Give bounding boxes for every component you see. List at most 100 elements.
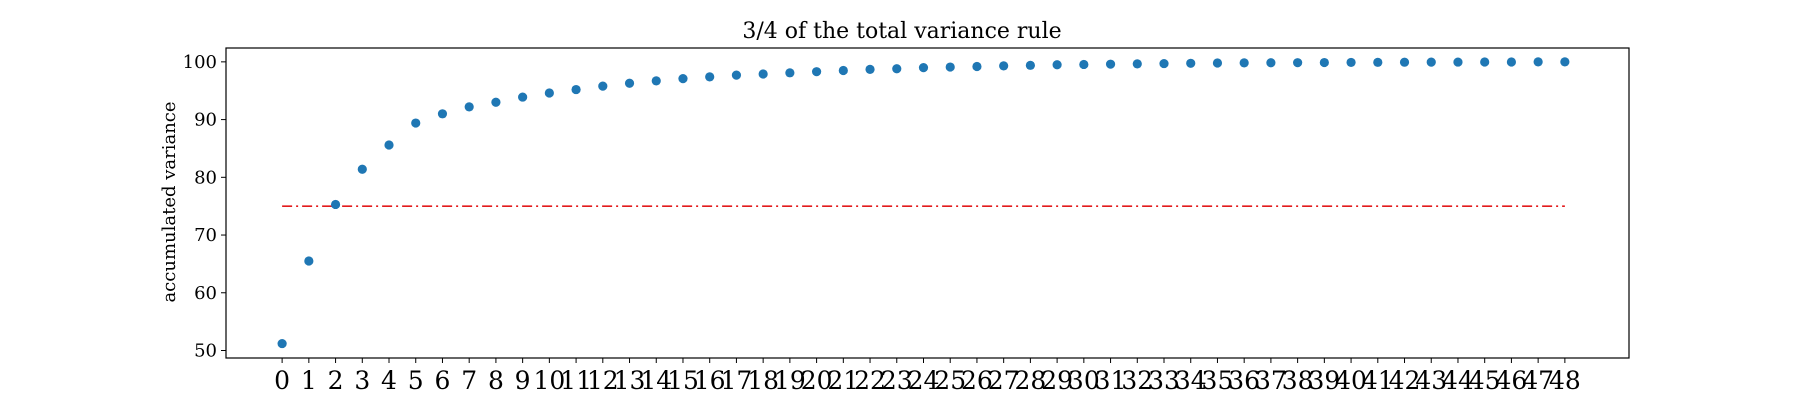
data-point — [1186, 58, 1196, 68]
x-tick-label: 2 — [328, 366, 344, 395]
x-tick-label: 22 — [854, 366, 886, 395]
x-tick-label: 41 — [1362, 366, 1394, 395]
data-point — [1426, 57, 1436, 67]
data-point — [1079, 59, 1089, 70]
data-point — [624, 78, 635, 88]
plot-frame — [225, 47, 1630, 359]
x-tick-label: 43 — [1415, 366, 1447, 395]
data-point — [1159, 58, 1169, 69]
data-point — [571, 84, 581, 95]
x-tick-label: 16 — [694, 366, 726, 395]
data-point — [1346, 57, 1356, 68]
x-tick-label: 35 — [1202, 366, 1234, 395]
data-point — [918, 63, 929, 73]
x-tick-label: 28 — [1014, 366, 1046, 395]
data-point — [972, 61, 982, 72]
x-tick-label: 38 — [1282, 366, 1314, 395]
x-tick-label: 45 — [1469, 366, 1501, 395]
x-tick-label: 46 — [1496, 366, 1528, 395]
data-point — [330, 199, 341, 210]
data-point — [892, 64, 902, 74]
x-tick-label: 34 — [1175, 366, 1207, 395]
y-tick-label: 100 — [183, 52, 217, 73]
data-point — [1533, 57, 1543, 67]
data-point — [544, 88, 554, 98]
data-point — [1266, 58, 1276, 68]
x-tick-label: 29 — [1041, 366, 1073, 395]
x-tick-label: 9 — [515, 366, 531, 395]
x-tick-label: 25 — [934, 366, 966, 395]
data-point — [999, 61, 1009, 71]
x-tick-label: 32 — [1121, 366, 1153, 395]
data-point — [1293, 58, 1303, 68]
data-point — [865, 64, 875, 74]
data-point — [785, 68, 795, 78]
x-tick-label: 17 — [721, 366, 753, 395]
data-point — [1453, 57, 1463, 67]
x-tick-label: 18 — [747, 366, 779, 395]
x-tick-label: 4 — [381, 366, 397, 395]
data-point — [945, 62, 955, 72]
x-tick-label: 14 — [640, 366, 672, 395]
x-tick-label: 47 — [1522, 366, 1554, 395]
data-point — [1132, 59, 1142, 69]
x-tick-label: 3 — [354, 366, 370, 395]
x-tick-label: 21 — [827, 366, 859, 395]
data-point — [304, 256, 314, 266]
x-tick-label: 31 — [1095, 366, 1127, 395]
data-point — [1373, 57, 1383, 67]
data-point — [838, 65, 848, 76]
chart-title: 3/4 of the total variance rule — [742, 19, 1061, 44]
data-point — [411, 118, 421, 128]
x-tick-label: 11 — [560, 366, 592, 395]
y-tick-label: 90 — [194, 110, 217, 131]
data-point — [1105, 59, 1116, 69]
data-point — [678, 73, 688, 84]
x-tick-label: 6 — [435, 366, 451, 395]
y-axis-label: accumulated variance — [159, 101, 180, 302]
x-tick-label: 36 — [1228, 366, 1260, 395]
x-tick-label: 23 — [881, 366, 913, 395]
x-tick-label: 19 — [774, 366, 806, 395]
data-point — [277, 338, 287, 349]
data-point — [464, 102, 474, 112]
x-tick-label: 27 — [988, 366, 1020, 395]
data-point — [1212, 58, 1223, 68]
x-tick-label: 24 — [908, 366, 940, 395]
x-tick-label: 33 — [1148, 366, 1180, 395]
data-point — [437, 109, 448, 119]
data-point — [384, 140, 394, 150]
x-tick-label: 10 — [533, 366, 565, 395]
x-tick-label: 26 — [961, 366, 993, 395]
x-tick-label: 39 — [1308, 366, 1340, 395]
x-tick-label: 48 — [1549, 366, 1581, 395]
y-tick-label: 80 — [194, 167, 217, 188]
data-point — [491, 97, 501, 107]
y-tick-label: 50 — [194, 340, 217, 361]
x-tick-label: 5 — [408, 366, 424, 395]
x-tick-label: 13 — [614, 366, 646, 395]
x-tick-label: 8 — [488, 366, 504, 395]
y-tick-label: 70 — [194, 225, 217, 246]
x-tick-label: 40 — [1335, 366, 1367, 395]
x-tick-label: 12 — [587, 366, 619, 395]
data-point — [1560, 57, 1570, 67]
data-point — [811, 67, 822, 77]
plot-area — [277, 57, 1570, 349]
data-point — [1506, 57, 1517, 67]
data-point — [357, 164, 367, 174]
x-tick-label: 37 — [1255, 366, 1287, 395]
data-point — [1052, 60, 1062, 70]
data-point — [1480, 57, 1490, 67]
x-tick-label: 20 — [801, 366, 833, 395]
x-tick-label: 15 — [667, 366, 699, 395]
data-point — [1025, 60, 1035, 70]
data-point — [598, 81, 608, 91]
data-point — [1239, 58, 1249, 68]
x-tick-label: 7 — [461, 366, 477, 395]
data-point — [705, 72, 715, 82]
data-point — [518, 92, 528, 102]
data-point — [758, 69, 768, 79]
data-point — [1399, 57, 1410, 67]
